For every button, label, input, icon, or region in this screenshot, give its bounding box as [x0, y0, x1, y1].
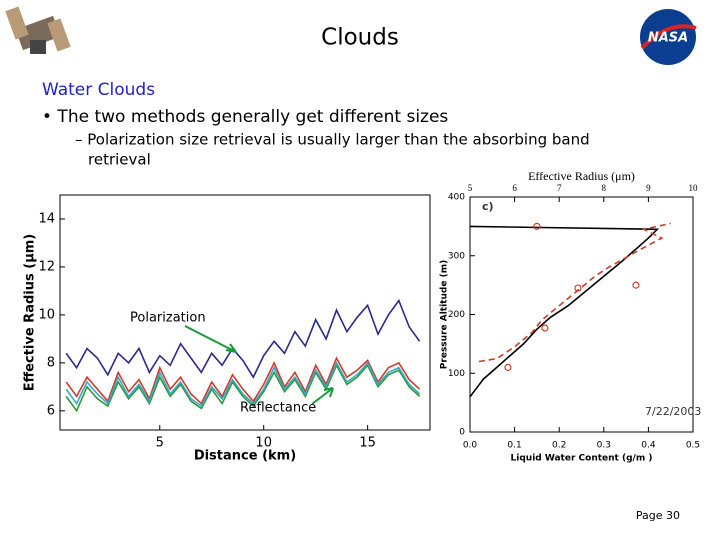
x-tick-label: 5 [156, 436, 164, 451]
x-axis-label: Liquid Water Content (g/m ) [511, 454, 653, 464]
data-point [632, 281, 640, 289]
y-tick-label: 300 [448, 251, 465, 261]
y-tick-label: 14 [38, 211, 55, 226]
annotation: Reflectance [240, 401, 316, 416]
x2-tick-label: 5 [468, 183, 473, 193]
x2-tick-label: 9 [646, 183, 651, 193]
x2-axis-label: Effective Radius (μm) [528, 169, 635, 183]
annotation: c) [482, 200, 494, 213]
x-tick-label: 0.4 [641, 441, 656, 451]
series-line [65, 361, 421, 408]
data-point [533, 222, 541, 230]
y-tick-label: 10 [38, 307, 55, 322]
y-tick-label: 400 [448, 193, 465, 203]
x-axis-label: Distance (km) [194, 449, 296, 464]
x2-tick-label: 7 [557, 183, 562, 193]
series-line [469, 225, 660, 398]
page-number: Page 30 [636, 509, 680, 522]
x2-tick-label: 6 [512, 183, 517, 193]
x2-tick-label: 8 [602, 183, 607, 193]
series-line [65, 298, 421, 379]
y-tick-label: 100 [448, 369, 465, 379]
x-tick-label: 0.3 [597, 441, 611, 451]
y-tick-label: 6 [47, 403, 55, 418]
slide-title: Clouds [321, 25, 399, 51]
annotation: 7/22/2003 [645, 405, 701, 418]
series-line [65, 363, 421, 413]
data-point [504, 363, 512, 371]
y-tick-label: 8 [47, 355, 55, 370]
data-point [574, 284, 582, 292]
y-axis-label: Effective Radius (µm) [23, 234, 38, 391]
spacecraft-logo [5, 6, 71, 54]
x2-tick-label: 10 [689, 183, 699, 193]
nasa-logo: NASA [640, 9, 697, 65]
x-tick-label: 15 [359, 436, 376, 451]
annotation: Polarization [130, 311, 206, 326]
plot-frame [469, 196, 694, 433]
x-tick-label: 10 [255, 436, 272, 451]
logo-text: NASA [648, 31, 688, 46]
plot-frame [59, 194, 431, 431]
bullet: • The two methods generally get differen… [42, 107, 448, 127]
y-tick-label: 200 [448, 310, 465, 320]
x-tick-label: 0.5 [686, 441, 700, 451]
annotation-arrow [311, 387, 334, 405]
sub-bullet: – Polarization size retrieval is usually… [75, 131, 590, 149]
y-axis-label: Pressure Altitude (m) [440, 260, 450, 369]
sub-bullet: retrieval [88, 151, 151, 169]
y-tick-label: 0 [459, 428, 465, 438]
y-tick-label: 12 [38, 259, 55, 274]
data-point [541, 324, 549, 332]
x-tick-label: 0.0 [463, 441, 478, 451]
series-line [65, 356, 421, 405]
heading: Water Clouds [42, 80, 155, 100]
x-tick-label: 0.1 [507, 441, 521, 451]
x-tick-label: 0.2 [552, 441, 566, 451]
annotation-arrow [184, 325, 237, 353]
